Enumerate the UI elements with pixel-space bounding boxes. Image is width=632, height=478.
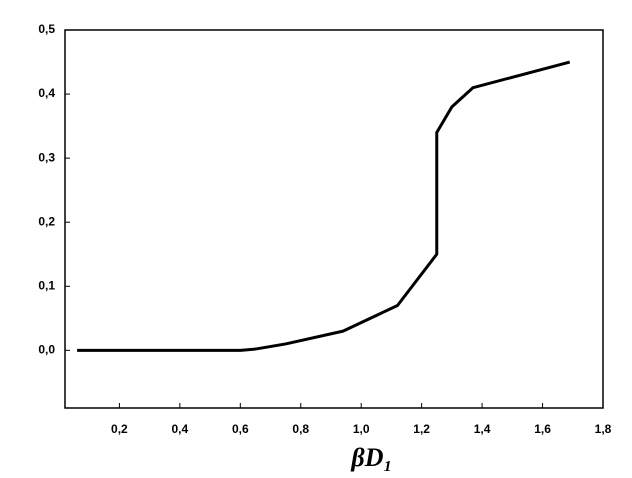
x-tick-label: 1,8 [595, 422, 612, 436]
y-tick-label: 0,1 [38, 278, 55, 292]
x-tick-label: 1,4 [474, 422, 491, 436]
x-tick-label: 1,2 [413, 422, 430, 436]
y-tick-label: 0,3 [38, 150, 55, 164]
plot-frame [64, 29, 604, 409]
x-tick-label: 0,4 [172, 422, 189, 436]
y-tick-label: 0,4 [38, 86, 55, 100]
x-tick-label: 0,6 [232, 422, 249, 436]
x-tick-label: 1,6 [534, 422, 551, 436]
y-tick-label: 0,5 [38, 22, 55, 36]
y-tick-label: 0,0 [38, 343, 55, 357]
data-line [77, 60, 571, 352]
x-tick-label: 1,0 [353, 422, 370, 436]
x-tick-label: 0,8 [292, 422, 309, 436]
x-axis-label: βD₁ [350, 443, 392, 472]
y-tick-label: 0,2 [38, 214, 55, 228]
x-tick-label: 0,2 [111, 422, 128, 436]
